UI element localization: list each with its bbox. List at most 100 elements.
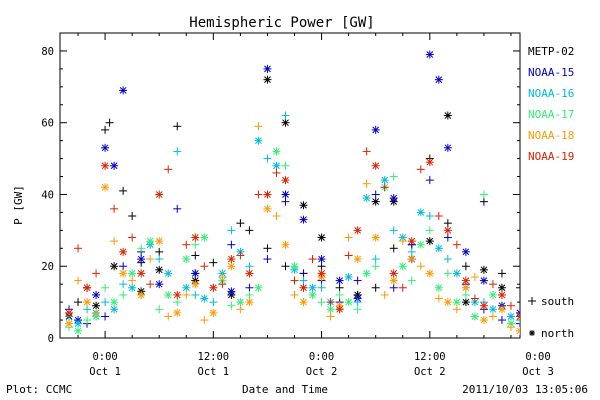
point-south-metp-02 <box>263 244 272 253</box>
star-stroke <box>417 241 425 249</box>
star-stroke <box>255 137 262 145</box>
point-south-metp-02 <box>497 269 506 278</box>
point-south-noaa-19 <box>398 283 407 292</box>
point-north-noaa-19 <box>227 255 236 264</box>
marker-legend-north: north <box>529 327 574 340</box>
star-stroke <box>336 305 343 313</box>
star-stroke <box>300 201 307 209</box>
point-south-noaa-16 <box>299 276 308 285</box>
point-south-noaa-19 <box>200 262 209 271</box>
star-stroke <box>74 327 82 335</box>
point-south-noaa-18 <box>344 233 353 242</box>
point-north-noaa-18 <box>479 316 488 325</box>
plot-frame <box>59 32 521 339</box>
point-north-metp-02 <box>281 118 290 127</box>
point-south-noaa-18 <box>506 323 515 332</box>
star-stroke <box>182 255 190 263</box>
point-north-noaa-15 <box>281 190 290 199</box>
point-south-metp-02 <box>371 283 380 292</box>
point-south-noaa-15 <box>353 276 362 285</box>
point-south-metp-02 <box>443 219 452 228</box>
point-south-noaa-19 <box>110 204 119 213</box>
point-south-noaa-19 <box>362 147 371 156</box>
point-north-noaa-19 <box>263 190 272 199</box>
point-south-metp-02 <box>101 125 110 134</box>
star-stroke <box>480 316 488 324</box>
point-south-noaa-18 <box>236 305 245 314</box>
point-south-noaa-19 <box>218 280 227 289</box>
star-stroke <box>291 262 298 270</box>
legend-entry: NOAA-19 <box>528 150 574 163</box>
point-north-noaa-19 <box>191 233 200 242</box>
point-north-metp-02 <box>317 233 326 242</box>
point-south-metp-02 <box>335 283 344 292</box>
point-south-noaa-15 <box>389 283 398 292</box>
star-stroke <box>372 162 380 170</box>
point-south-noaa-16 <box>245 262 254 271</box>
point-south-noaa-19 <box>380 183 389 192</box>
point-north-noaa-19 <box>407 237 416 246</box>
x-tick-label-date: Oct 2 <box>414 366 446 378</box>
x-tick-label-time: 0:00 <box>309 351 334 363</box>
star-stroke <box>444 298 452 306</box>
point-north-noaa-17 <box>452 298 461 307</box>
star-stroke <box>426 158 434 166</box>
star-stroke <box>119 270 127 277</box>
star-stroke <box>110 162 118 170</box>
point-north-noaa-19 <box>461 276 470 285</box>
point-south-noaa-16 <box>588 320 596 328</box>
point-north-noaa-15 <box>263 64 272 73</box>
point-north-noaa-18 <box>191 280 200 289</box>
point-south-noaa-16 <box>119 280 128 289</box>
point-south-noaa-19 <box>236 251 245 260</box>
star-stroke <box>498 291 506 299</box>
point-south-noaa-18 <box>146 255 155 264</box>
star-stroke <box>200 234 208 241</box>
star-stroke <box>507 313 515 320</box>
point-south-metp-02 <box>105 118 114 127</box>
star-stroke <box>318 255 325 263</box>
point-south-noaa-15 <box>443 233 452 242</box>
star-stroke <box>462 284 470 292</box>
point-north-noaa-15 <box>92 290 101 299</box>
point-south-noaa-18 <box>218 273 227 281</box>
point-north-noaa-17 <box>344 298 353 307</box>
point-north-noaa-17 <box>128 269 137 278</box>
point-north-noaa-18 <box>119 269 128 278</box>
point-south-noaa-15 <box>281 197 290 206</box>
point-north-noaa-17 <box>236 298 245 307</box>
point-south-noaa-17 <box>83 316 92 325</box>
point-north-noaa-18 <box>65 319 74 328</box>
point-north-noaa-15 <box>479 276 488 285</box>
star-stroke <box>535 317 541 323</box>
point-south-noaa-18 <box>290 290 299 299</box>
point-north-noaa-18 <box>516 326 520 335</box>
star-stroke <box>246 270 253 277</box>
point-north-noaa-15 <box>110 161 119 170</box>
point-north-noaa-16 <box>128 283 137 292</box>
star-stroke <box>255 284 262 292</box>
point-south-metp-02 <box>317 262 326 271</box>
point-north-noaa-15 <box>299 215 308 224</box>
point-north-noaa-17 <box>272 147 281 156</box>
star-stroke <box>74 320 82 328</box>
legend-entry: NOAA-17 <box>528 108 574 121</box>
star-stroke <box>444 226 452 234</box>
point-north-noaa-19 <box>516 312 520 321</box>
star-stroke <box>92 302 100 310</box>
star-stroke <box>300 284 307 292</box>
point-north-noaa-15 <box>534 316 542 324</box>
point-north-noaa-18 <box>227 262 236 271</box>
point-north-metp-02 <box>443 111 452 120</box>
star-stroke <box>264 76 271 84</box>
plot-area: 0 20 40 60 80 0:00 Oct 1 12:00 Oct 1 0:00 Oct 2 12:… <box>41 32 596 378</box>
point-south-noaa-16 <box>101 298 110 307</box>
star-stroke <box>444 112 452 119</box>
point-south-noaa-19 <box>434 212 443 220</box>
point-north-noaa-16 <box>272 161 281 170</box>
y-axis-label: P [GW] <box>12 185 25 225</box>
point-north-noaa-15 <box>371 125 380 134</box>
point-south-noaa-15 <box>173 204 182 213</box>
x-tick-label-time: 0:00 <box>525 351 550 363</box>
point-south-noaa-16 <box>425 212 434 220</box>
